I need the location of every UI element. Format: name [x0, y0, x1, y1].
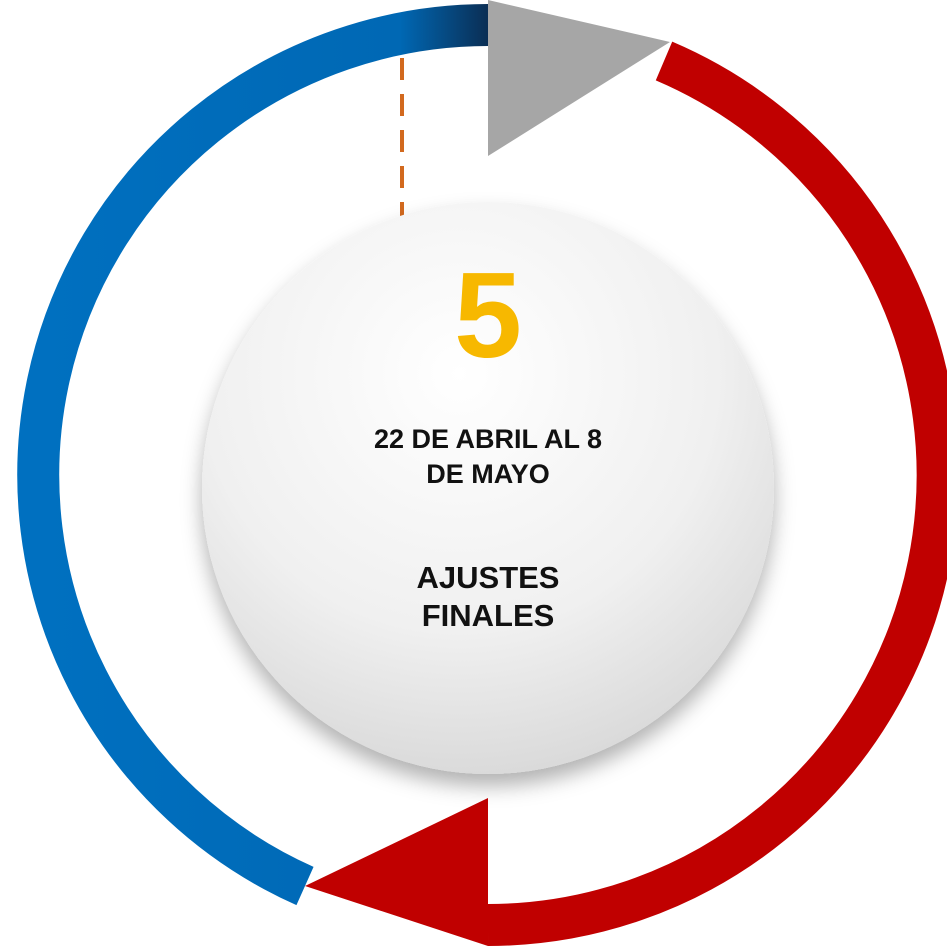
title-line: FINALES	[422, 598, 555, 633]
step-number: 5	[454, 247, 522, 383]
red-arc	[487, 41, 947, 946]
title-line: AJUSTES	[417, 560, 560, 595]
blue-arc	[17, 4, 489, 906]
date-line: 22 DE ABRIL AL 8	[374, 424, 602, 454]
date-line: DE MAYO	[426, 459, 550, 489]
center-disc	[202, 202, 774, 774]
gray-arrowhead	[488, 0, 670, 156]
red-arrowhead	[305, 798, 488, 946]
